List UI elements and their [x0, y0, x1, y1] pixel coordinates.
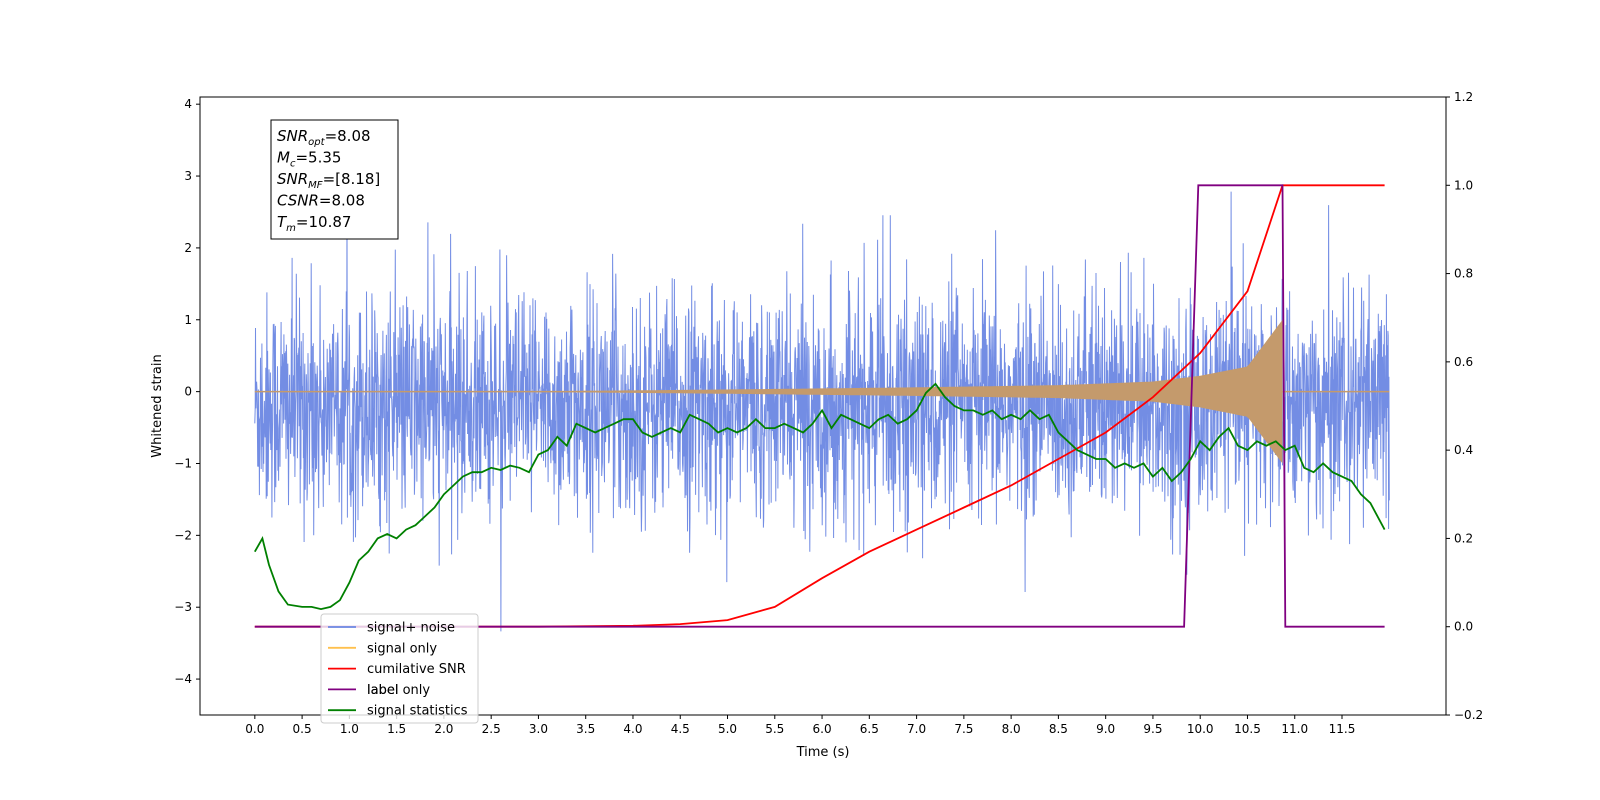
legend-label: signal+ noise [367, 621, 455, 636]
legend-label: signal only [367, 641, 437, 656]
y2-tick-label: 0.8 [1454, 267, 1473, 281]
y-tick-label: 0 [184, 385, 192, 399]
x-tick-label: 4.5 [671, 722, 690, 736]
x-tick-label: 3.0 [529, 722, 548, 736]
legend: label only signal+ noise signal only cumil… [320, 613, 479, 724]
x-tick-label: 6.0 [813, 722, 832, 736]
x-tick-label: 0.5 [293, 722, 312, 736]
legend-hidden-text: label only [367, 683, 430, 698]
y-tick-label: −4 [174, 672, 192, 686]
y-tick-label: 3 [184, 169, 192, 183]
x-tick-label: 2.5 [482, 722, 501, 736]
x-tick-label: 3.5 [576, 722, 595, 736]
y-tick-label: 2 [184, 241, 192, 255]
y-tick-label: 4 [184, 97, 192, 111]
x-tick-label: 11.0 [1281, 722, 1308, 736]
y-tick-label: −1 [174, 456, 192, 470]
y2-tick-label: 0.4 [1454, 443, 1473, 457]
y-tick-label: −2 [174, 528, 192, 542]
x-tick-label: 1.5 [387, 722, 406, 736]
x-tick-label: 10.0 [1187, 722, 1214, 736]
x-tick-label: 5.5 [765, 722, 784, 736]
x-tick-label: 5.0 [718, 722, 737, 736]
y2-tick-label: 0.6 [1454, 355, 1473, 369]
legend-label: label [367, 683, 398, 698]
signal-only-series [254, 319, 1390, 464]
x-axis: 0.0 0.5 1.0 1.5 2.0 2.5 3.0 3.5 4.0 4.5 5.0 5.5 6.0 6… [245, 715, 1355, 736]
right-axis-series [254, 184, 1386, 628]
x-axis-label: Time (s) [796, 745, 850, 760]
x-tick-label: 8.5 [1049, 722, 1068, 736]
annotation-line: SNRopt=8.08 [277, 127, 371, 148]
signal-plus-noise-line [254, 191, 1390, 632]
y-axis-left: 4 3 2 1 0 −1 −2 −3 −4 [174, 97, 200, 686]
x-tick-label: 11.5 [1329, 722, 1356, 736]
signal-statistics-line [254, 382, 1386, 611]
x-tick-label: 2.0 [434, 722, 453, 736]
x-tick-label: 0.0 [245, 722, 264, 736]
y2-tick-label: −0.2 [1454, 708, 1483, 722]
x-tick-label: 9.5 [1143, 722, 1162, 736]
plot-frame [199, 96, 1447, 716]
legend-label: signal statistics [367, 704, 468, 719]
y2-tick-label: 0.0 [1454, 620, 1473, 634]
x-tick-label: 7.5 [954, 722, 973, 736]
annotation-line: SNRMF=[8.18] [277, 170, 380, 191]
x-tick-label: 8.0 [1002, 722, 1021, 736]
y-axis-right: 1.2 1.0 0.8 0.6 0.4 0.2 0.0 −0.2 [1446, 90, 1483, 722]
legend-label: cumilative SNR [367, 662, 466, 677]
y2-tick-label: 1.2 [1454, 90, 1473, 104]
y2-tick-label: 0.2 [1454, 531, 1473, 545]
y-tick-label: −3 [174, 600, 192, 614]
x-tick-label: 4.0 [623, 722, 642, 736]
label-line [254, 184, 1385, 628]
annotation-line: Tm=10.87 [277, 213, 351, 234]
y2-tick-label: 1.0 [1454, 178, 1473, 192]
x-tick-label: 1.0 [340, 722, 359, 736]
x-tick-label: 9.0 [1096, 722, 1115, 736]
signal-plus-noise-series [254, 191, 1390, 632]
y-axis-label: Whitened strain [150, 354, 165, 457]
annotation-line: CSNR=8.08 [277, 192, 365, 210]
annotation-line: Mc=5.35 [277, 149, 341, 170]
y-tick-label: 1 [184, 313, 192, 327]
x-tick-label: 6.5 [860, 722, 879, 736]
x-tick-label: 7.0 [907, 722, 926, 736]
x-tick-label: 10.5 [1234, 722, 1261, 736]
cumulative-snr-line [254, 184, 1385, 628]
